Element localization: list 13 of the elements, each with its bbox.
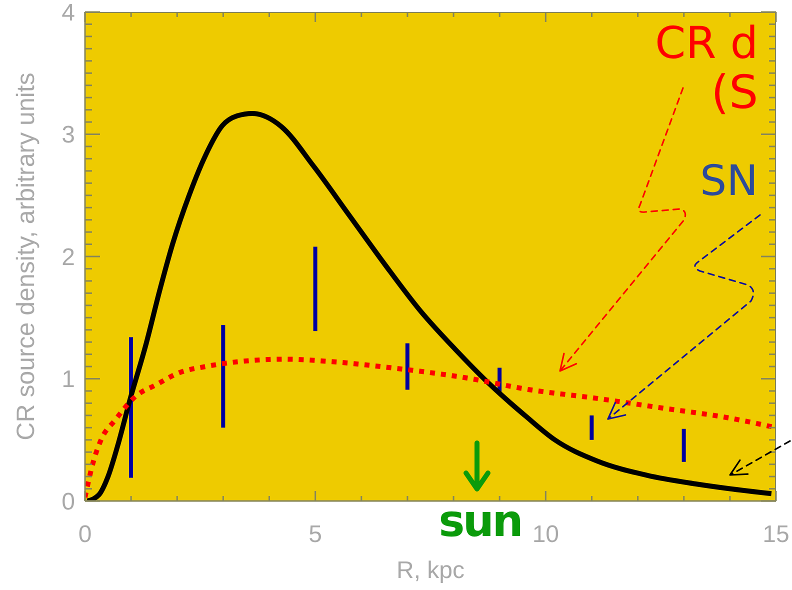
- y-tick-label: 4: [62, 0, 75, 26]
- y-axis-title: CR source density, arbitrary units: [12, 72, 40, 440]
- y-tick-label: 3: [62, 122, 75, 149]
- y-tick-label: 0: [62, 488, 75, 516]
- y-tick-label: 2: [62, 244, 75, 271]
- y-tick-label: 1: [62, 366, 75, 394]
- annotation: SN: [700, 156, 758, 205]
- x-tick-label: 0: [78, 521, 92, 548]
- annotation: sun: [438, 496, 522, 547]
- x-axis-title: R, kpc: [396, 557, 465, 584]
- x-tick-label: 5: [308, 521, 322, 548]
- x-tick-label: 15: [762, 521, 790, 548]
- x-tick-label: 10: [532, 521, 560, 548]
